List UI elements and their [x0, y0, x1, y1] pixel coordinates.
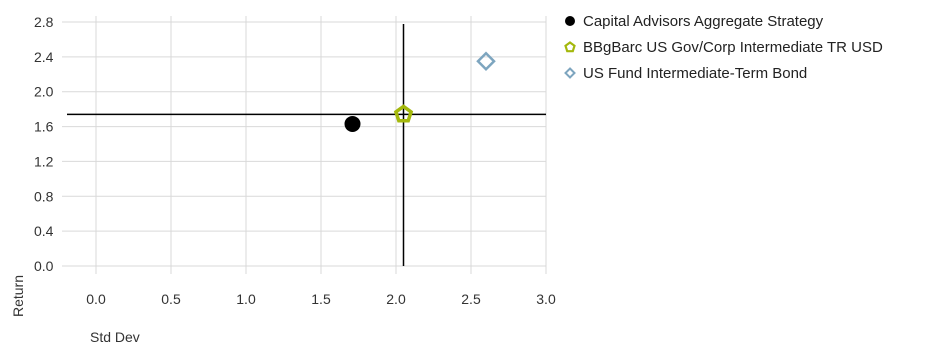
legend-item-1: BBgBarc US Gov/Corp Intermediate TR USD	[563, 34, 883, 60]
legend-label: US Fund Intermediate-Term Bond	[583, 64, 808, 82]
legend-item-2: US Fund Intermediate-Term Bond	[563, 60, 883, 86]
x-tick-label: 0.0	[86, 291, 106, 307]
pentagon-marker-icon	[563, 40, 577, 54]
y-tick-label: 0.8	[34, 188, 54, 204]
legend: Capital Advisors Aggregate Strategy BBgB…	[563, 8, 883, 86]
grid-lines	[62, 16, 547, 274]
y-tick-label: 0.4	[34, 223, 54, 239]
x-tick-label: 0.5	[161, 291, 181, 307]
point-1	[393, 104, 414, 123]
y-axis-ticks: 0.0 0.4 0.8 1.2 1.6 2.0 2.4 2.8	[34, 14, 54, 274]
point-0	[344, 115, 361, 132]
point-2	[476, 51, 496, 71]
x-tick-label: 1.0	[236, 291, 256, 307]
y-tick-label: 2.8	[34, 14, 54, 30]
diamond-marker-icon	[563, 66, 577, 80]
y-tick-label: 2.0	[34, 84, 54, 100]
y-tick-label: 1.2	[34, 153, 54, 169]
legend-item-0: Capital Advisors Aggregate Strategy	[563, 8, 883, 34]
y-axis-title: Return	[10, 275, 26, 317]
legend-label: BBgBarc US Gov/Corp Intermediate TR USD	[583, 38, 883, 56]
y-tick-label: 0.0	[34, 258, 54, 274]
y-tick-label: 1.6	[34, 119, 54, 135]
circle-marker-icon	[563, 14, 577, 28]
x-axis-ticks: 0.0 0.5 1.0 1.5 2.0 2.5 3.0	[86, 291, 556, 307]
x-tick-label: 3.0	[536, 291, 556, 307]
y-tick-label: 2.4	[34, 49, 54, 65]
data-points	[344, 51, 496, 132]
x-axis-title: Std Dev	[90, 329, 140, 345]
legend-label: Capital Advisors Aggregate Strategy	[583, 12, 824, 30]
x-tick-label: 2.5	[461, 291, 481, 307]
x-tick-label: 1.5	[311, 291, 331, 307]
x-tick-label: 2.0	[386, 291, 406, 307]
crosshair-lines	[67, 24, 546, 266]
